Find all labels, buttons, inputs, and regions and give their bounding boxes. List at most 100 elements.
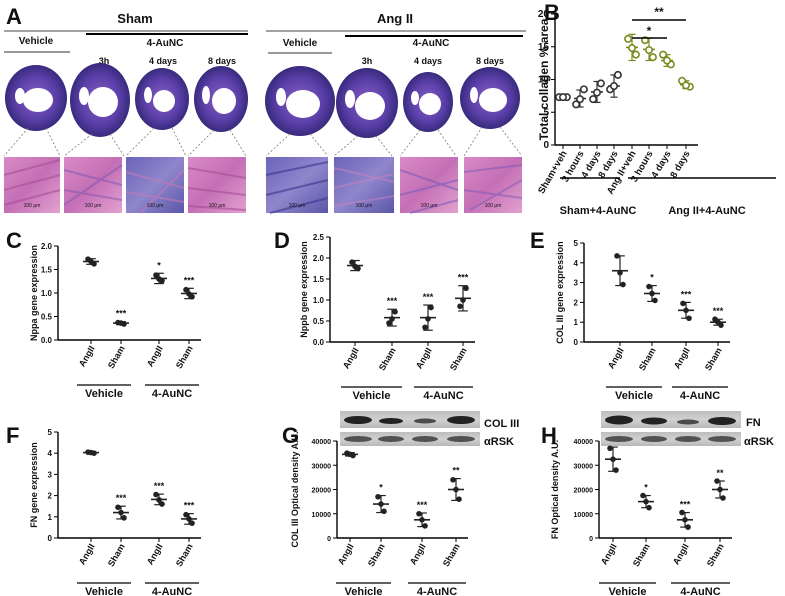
data-point	[685, 524, 691, 530]
micrograph-sham-3h: 100 μm	[63, 157, 123, 213]
data-point	[662, 56, 671, 65]
x-tick-label: Sham	[448, 346, 469, 372]
group-label: 4-AuNC	[680, 586, 720, 596]
data-point	[659, 50, 668, 59]
y-tick-label: 0.0	[313, 338, 325, 347]
y-tick-label: 1	[48, 513, 53, 522]
data-point	[183, 286, 189, 293]
data-point	[572, 100, 581, 109]
chart-e: E 0 1 2 3 4 5 COL III gene expression AngII Sham A…	[530, 228, 730, 402]
panel-letter-b: B	[544, 0, 560, 25]
panel-letter-e: E	[530, 228, 545, 253]
sig-label: *	[647, 24, 652, 38]
data-point	[617, 269, 623, 276]
x-tick-label: Sham	[705, 542, 726, 568]
scale-bar-label: 100 μm	[24, 203, 41, 209]
blot-label-rsk-h: αRSK	[744, 436, 774, 448]
data-point	[652, 297, 658, 304]
x-tick-label: Sham	[377, 346, 398, 372]
data-point	[115, 504, 121, 511]
scale-bar-label: 100 μm	[289, 203, 306, 209]
y-tick-label: 1.0	[41, 289, 53, 298]
y-tick-label: 4	[48, 449, 53, 458]
x-tick-label: AngII	[145, 542, 165, 566]
y-tick-label: 1	[574, 318, 579, 327]
data-point	[592, 88, 601, 97]
significance-label: ***	[417, 500, 428, 510]
group-label: 4-AuNC	[423, 390, 463, 402]
sham-treat-label: 4-AuNC	[147, 38, 184, 49]
y-tick-label: 1.5	[313, 275, 325, 284]
panel-letter-d: D	[274, 228, 290, 253]
angii-vehicle-label: Vehicle	[283, 38, 318, 49]
significance-label: *	[644, 483, 648, 493]
x-tick-label: AngII	[672, 346, 692, 370]
significance-label: ***	[116, 493, 127, 503]
x-tick-label: Sham	[637, 346, 658, 372]
y-tick-label: 3	[574, 279, 579, 288]
x-tick-label: AngII	[341, 346, 361, 370]
micrograph-angii-vehicle: 100 μm	[265, 157, 329, 214]
significance-label: **	[452, 466, 460, 476]
data-point	[679, 509, 685, 516]
chart-d: D 0.0 0.5 1.0 1.5 2.0 2.5 Nppb gene expression A…	[274, 228, 475, 402]
group-label: Vehicle	[609, 586, 647, 596]
significance-label: ***	[713, 306, 724, 316]
chart-g: G 0 10000 20000 30000 40000 COL III Optical de…	[282, 423, 468, 596]
blot-label-fn: FN	[746, 417, 761, 429]
y-axis-title: Nppb gene expression	[299, 241, 309, 338]
y-tick-label: 5	[48, 428, 53, 437]
data-point	[422, 523, 428, 529]
panel-letter-f: F	[6, 423, 19, 448]
sham-time-3h: 3h	[99, 56, 110, 66]
y-tick-label: 1.0	[313, 296, 325, 305]
significance-label: ***	[184, 275, 195, 285]
scale-bar-label: 100 μm	[85, 203, 102, 209]
data-point	[460, 297, 466, 303]
heart-section-angii-4d	[403, 72, 453, 132]
blot-label-col-iii: COL III	[484, 418, 519, 430]
significance-label: ***	[681, 289, 692, 299]
data-point	[121, 515, 127, 521]
data-point	[681, 81, 690, 90]
data-point	[183, 511, 189, 518]
y-tick-label: 30000	[312, 463, 332, 470]
x-tick-label: Sham	[106, 542, 127, 568]
data-point	[613, 70, 622, 79]
blot-label-rsk-g: αRSK	[484, 436, 514, 448]
panel-letter-c: C	[6, 228, 22, 253]
panel-letter-a: A	[6, 4, 22, 29]
x-tick-label: AngII	[414, 346, 434, 370]
data-point	[714, 478, 720, 484]
x-tick-label: Sham	[631, 542, 652, 568]
data-point	[715, 319, 721, 326]
x-tick-label: AngII	[145, 344, 165, 368]
y-tick-label: 0.0	[41, 336, 53, 345]
significance-label: **	[716, 468, 724, 478]
blot-g: COL III αRSK	[340, 411, 519, 448]
y-axis-title: COL III gene expression	[555, 241, 565, 343]
data-point	[156, 497, 162, 503]
data-point	[457, 303, 463, 310]
heart-section-sham-vehicle	[5, 65, 67, 131]
y-tick-label: 20	[538, 9, 550, 20]
data-point	[186, 516, 192, 522]
data-point	[686, 315, 692, 322]
y-axis-title: Total collagen % area	[537, 18, 551, 140]
y-tick-label: 5	[543, 107, 549, 118]
y-tick-label: 2	[574, 298, 579, 307]
y-tick-label: 0	[589, 536, 593, 543]
group-label: Vehicle	[85, 388, 123, 400]
data-point	[579, 85, 588, 94]
blot-col-iii-bands	[344, 416, 475, 424]
data-point	[649, 290, 655, 297]
data-point	[389, 316, 395, 322]
blot-rsk-strip-h	[601, 432, 741, 446]
group-label: Vehicle	[85, 586, 123, 596]
data-point	[349, 259, 355, 266]
blot-rsk-bands-h	[605, 436, 736, 442]
group-label: Vehicle	[345, 586, 383, 596]
sham-time-8d: 8 days	[208, 56, 236, 66]
scale-bar-label: 100 μm	[147, 203, 164, 209]
x-tick-label: AngII	[599, 542, 619, 566]
